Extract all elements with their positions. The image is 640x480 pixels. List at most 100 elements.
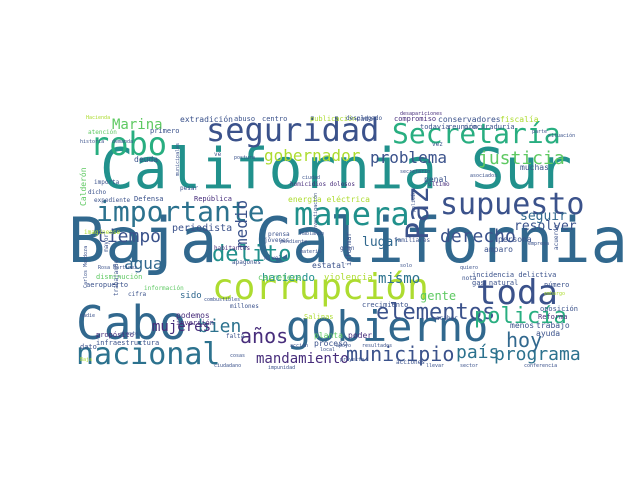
word: gran bbox=[340, 245, 355, 252]
word: agua bbox=[124, 254, 163, 273]
word: centro bbox=[262, 115, 288, 123]
word: gobernador bbox=[264, 146, 361, 165]
word: número bbox=[544, 281, 570, 289]
word: postura bbox=[234, 155, 256, 161]
word: años bbox=[240, 324, 289, 348]
word: jóvenes bbox=[264, 237, 290, 244]
word: proceso bbox=[314, 339, 348, 348]
word: resultados bbox=[362, 343, 393, 349]
word: fiscalía bbox=[500, 115, 539, 124]
word: oposición bbox=[540, 305, 578, 313]
word: corrupción bbox=[212, 267, 429, 308]
word: desapariciones bbox=[400, 111, 443, 117]
word: tiempo bbox=[96, 226, 162, 247]
word: resolver bbox=[514, 219, 577, 234]
word: penal bbox=[424, 175, 449, 184]
word: propósito bbox=[96, 331, 134, 339]
word: apagones bbox=[232, 259, 261, 266]
word: homicidios dolosos bbox=[290, 181, 356, 188]
word: mismo bbox=[378, 271, 421, 287]
word: problema bbox=[370, 148, 448, 167]
word: mujeres bbox=[152, 319, 212, 335]
word: supuesto bbox=[440, 187, 585, 222]
word: seguridad bbox=[206, 111, 380, 149]
word: familiares bbox=[394, 237, 431, 244]
word: energía eléctrica bbox=[288, 195, 370, 204]
word: justicia bbox=[478, 148, 565, 169]
word: Baja bbox=[80, 357, 93, 363]
word: persona bbox=[498, 235, 532, 244]
word: todavía bbox=[420, 123, 450, 131]
word: reunión bbox=[448, 123, 478, 131]
word: amparo bbox=[484, 245, 513, 254]
word: acción bbox=[290, 343, 309, 349]
word: solo bbox=[400, 263, 413, 269]
word: estatal bbox=[312, 261, 346, 270]
word: parte bbox=[532, 129, 548, 135]
word: abasto bbox=[120, 331, 139, 337]
word: pendiente bbox=[280, 239, 308, 245]
word: disminución bbox=[96, 273, 143, 281]
word: historia bbox=[80, 139, 105, 145]
word: Baja California bbox=[68, 204, 628, 277]
word: materia bbox=[300, 249, 322, 255]
word: aeropuerto bbox=[86, 281, 129, 289]
word: situación bbox=[548, 133, 576, 139]
word: último bbox=[428, 181, 450, 188]
word: gobierno bbox=[286, 302, 489, 351]
word: ciudad bbox=[302, 175, 321, 181]
word: sector bbox=[460, 363, 479, 369]
word: robo bbox=[90, 125, 168, 163]
word: violencia bbox=[324, 273, 373, 283]
word: conservadores bbox=[438, 115, 501, 124]
word: incidencia delictiva bbox=[472, 271, 557, 279]
word: dato bbox=[80, 343, 97, 351]
word: Marina bbox=[112, 117, 163, 133]
word: publicación bbox=[310, 115, 357, 123]
word: programa bbox=[494, 344, 581, 365]
word: pesar bbox=[180, 185, 199, 192]
word: ciudadano bbox=[214, 363, 242, 369]
word: local bbox=[320, 347, 336, 353]
word: investigación bbox=[313, 192, 319, 232]
word: mandamiento bbox=[256, 351, 349, 367]
word: manera bbox=[294, 195, 410, 233]
word: República bbox=[194, 195, 232, 203]
word: Paz bbox=[401, 185, 436, 240]
word: lugar bbox=[362, 235, 402, 250]
word: nota bbox=[462, 275, 477, 282]
word: procuraduría bbox=[464, 123, 515, 131]
word: secretario bbox=[400, 169, 431, 175]
word: compromiso bbox=[394, 115, 437, 123]
word: nivel bbox=[264, 255, 283, 262]
word: combustibles bbox=[204, 297, 241, 303]
word: menos bbox=[510, 321, 535, 330]
word: extradición bbox=[180, 115, 233, 124]
word: carretera bbox=[258, 273, 302, 282]
word: ve bbox=[214, 151, 222, 158]
word: crecimiento bbox=[362, 301, 409, 309]
word: municipales bbox=[175, 142, 181, 176]
word: llevar bbox=[426, 363, 445, 369]
word: imagínense bbox=[84, 229, 121, 236]
word: dicho bbox=[88, 189, 107, 196]
word: vez bbox=[432, 141, 443, 148]
word: Cabo bbox=[76, 296, 187, 350]
word: cifra bbox=[128, 291, 147, 298]
word: conferencia bbox=[524, 363, 558, 369]
word: Salinas bbox=[304, 313, 334, 321]
word: nadie bbox=[80, 313, 96, 319]
word: podemos bbox=[176, 311, 210, 320]
word: gas natural bbox=[472, 279, 519, 287]
word: nacional bbox=[76, 337, 221, 372]
word: país bbox=[456, 342, 500, 363]
word: proyecto bbox=[340, 357, 365, 363]
word: haciendo bbox=[262, 271, 315, 284]
word: apoyo bbox=[336, 343, 352, 349]
word: inversión bbox=[176, 319, 214, 327]
word: Carlos Mendoza bbox=[83, 245, 89, 288]
word: Calderón bbox=[79, 167, 88, 206]
word: muchas bbox=[520, 163, 549, 172]
word: importa bbox=[94, 179, 120, 186]
